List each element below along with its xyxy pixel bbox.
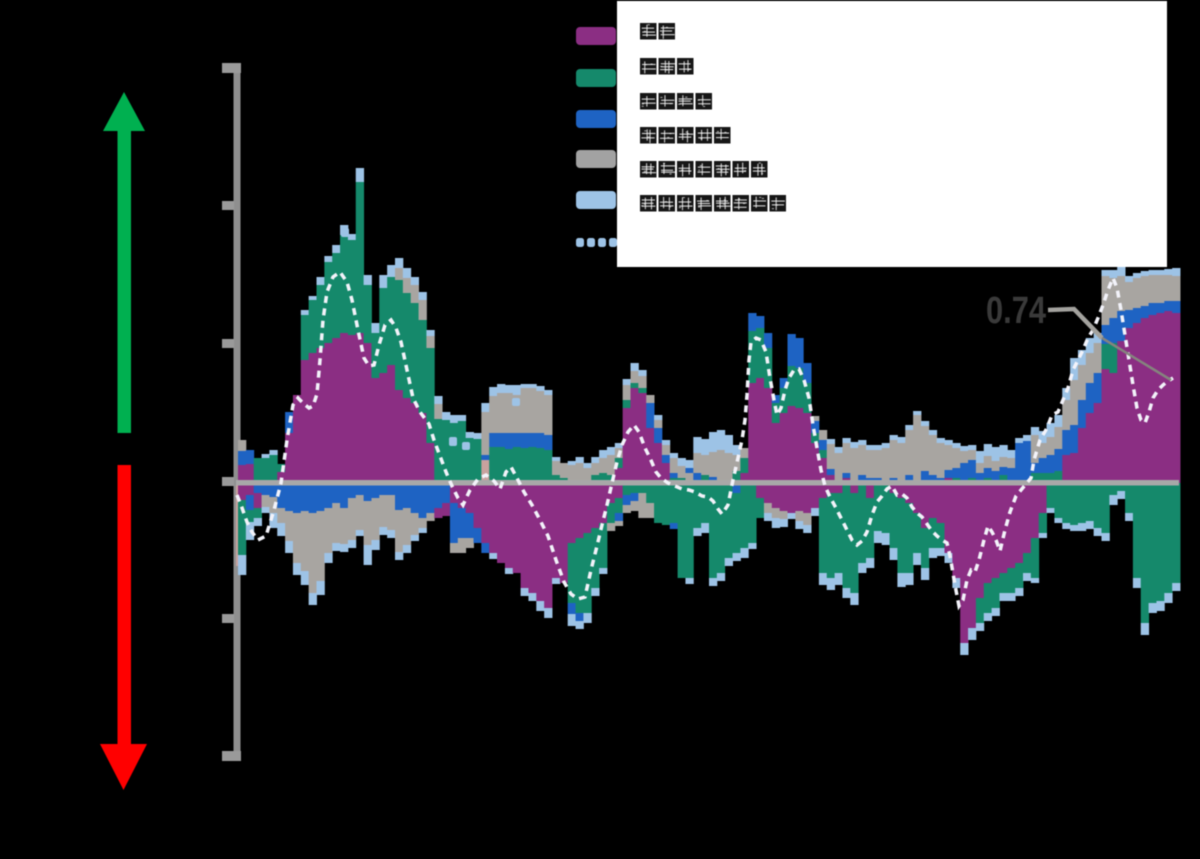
- svg-text:0.74: 0.74: [986, 290, 1046, 332]
